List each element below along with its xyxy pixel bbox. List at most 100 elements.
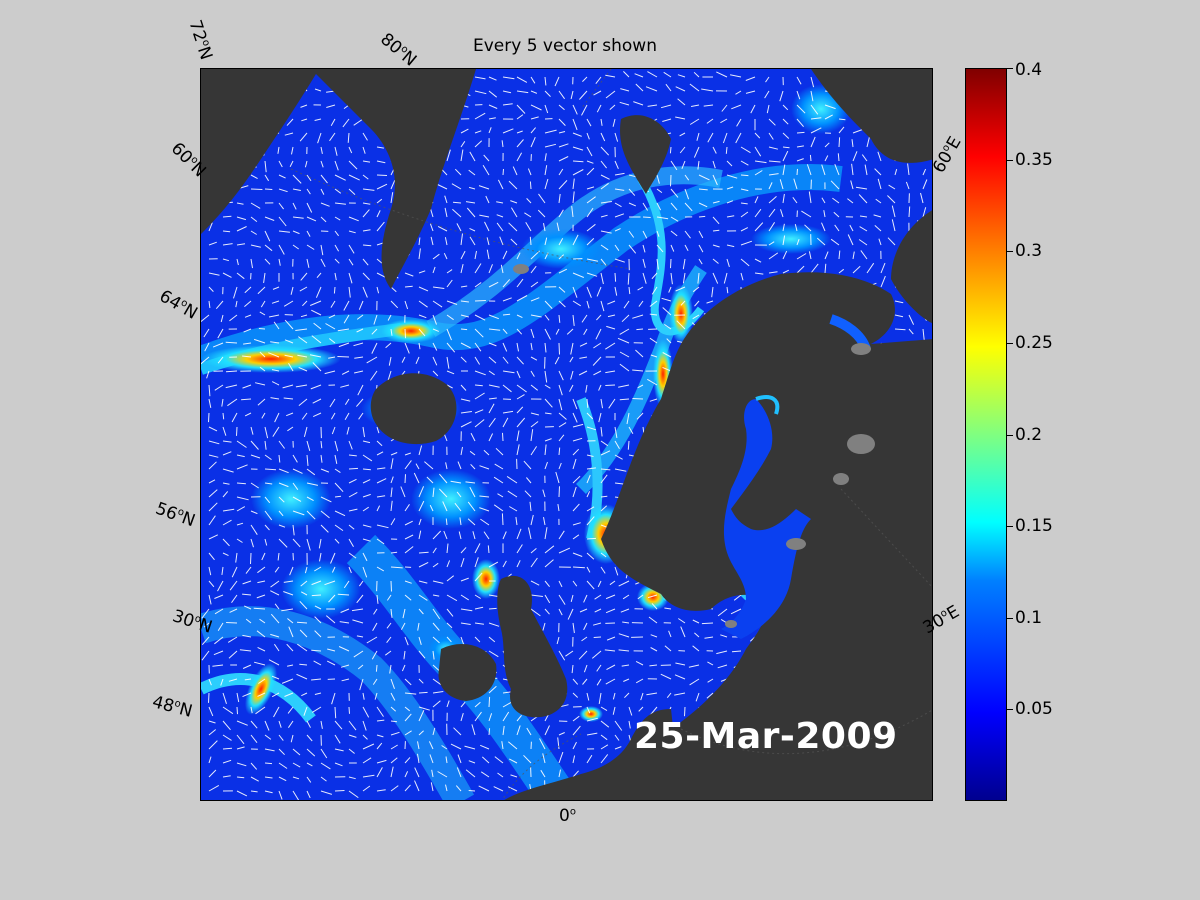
current-vector xyxy=(692,645,700,652)
current-vector xyxy=(502,410,514,414)
current-vector xyxy=(530,384,539,391)
current-vector xyxy=(278,538,288,548)
current-vector xyxy=(474,300,486,302)
current-vector xyxy=(866,262,875,274)
current-vector xyxy=(544,300,553,309)
current-vector xyxy=(263,272,266,283)
current-vector xyxy=(376,426,380,434)
current-vector xyxy=(348,790,359,799)
current-vector xyxy=(264,720,270,731)
current-vector xyxy=(253,607,266,610)
lat-label-48n: 48oN xyxy=(150,692,195,722)
current-vector xyxy=(544,444,547,456)
current-vector xyxy=(292,496,302,502)
current-vector xyxy=(516,370,521,379)
current-vector xyxy=(301,692,308,697)
current-vector xyxy=(496,201,504,204)
current-vector xyxy=(208,384,211,397)
current-vector xyxy=(633,101,644,106)
current-vector xyxy=(258,328,266,330)
current-vector xyxy=(558,118,566,126)
current-vector xyxy=(720,634,728,638)
current-vector xyxy=(891,219,896,232)
current-vector xyxy=(358,300,364,310)
current-vector xyxy=(243,342,252,345)
current-vector xyxy=(600,474,608,484)
current-vector xyxy=(320,748,328,759)
current-vector xyxy=(768,182,773,190)
current-vector xyxy=(264,468,277,471)
current-vector xyxy=(646,692,658,696)
current-vector xyxy=(515,516,518,526)
current-vector xyxy=(418,486,425,498)
current-vector xyxy=(488,696,491,708)
current-vector xyxy=(649,398,658,402)
current-vector xyxy=(284,692,294,697)
current-vector xyxy=(222,734,232,741)
current-vector xyxy=(301,118,308,122)
current-vector xyxy=(344,412,350,421)
current-vector xyxy=(782,132,790,139)
current-vector xyxy=(445,518,448,526)
current-vector xyxy=(694,632,700,638)
current-vector xyxy=(907,163,910,176)
current-vector xyxy=(467,501,476,512)
current-vector xyxy=(278,524,286,528)
current-vector xyxy=(264,174,270,182)
current-vector xyxy=(306,734,313,742)
current-vector xyxy=(474,263,482,274)
current-vector xyxy=(474,557,479,568)
current-vector xyxy=(460,233,463,246)
current-vector xyxy=(572,191,575,204)
current-vector xyxy=(645,86,658,92)
current-vector xyxy=(236,216,247,221)
current-vector xyxy=(510,207,518,218)
current-vector xyxy=(635,349,644,358)
current-vector xyxy=(694,300,700,307)
current-vector xyxy=(474,90,487,95)
current-vector xyxy=(320,720,323,729)
current-vector xyxy=(236,202,244,205)
current-vector xyxy=(735,132,742,144)
current-vector xyxy=(320,790,333,795)
current-vector xyxy=(792,197,798,204)
current-vector xyxy=(415,463,420,470)
current-vector xyxy=(479,214,490,218)
current-vector xyxy=(217,356,224,364)
current-vector xyxy=(277,552,280,561)
current-vector xyxy=(614,566,619,576)
current-vector xyxy=(429,754,434,764)
current-vector xyxy=(404,285,413,288)
current-vector xyxy=(338,342,350,348)
current-vector xyxy=(376,160,386,164)
current-vector xyxy=(488,342,497,347)
current-vector xyxy=(369,370,378,381)
current-vector xyxy=(208,594,212,605)
current-vector xyxy=(334,510,346,517)
current-vector xyxy=(516,560,521,568)
current-vector xyxy=(782,250,788,260)
current-vector xyxy=(922,179,928,190)
current-vector xyxy=(649,337,658,344)
current-vector xyxy=(356,328,364,333)
current-vector xyxy=(636,328,644,331)
current-vector xyxy=(284,319,294,330)
current-vector xyxy=(488,685,497,694)
current-vector xyxy=(418,594,428,601)
current-vector xyxy=(348,524,355,530)
current-vector xyxy=(596,678,602,686)
current-vector xyxy=(488,433,494,442)
current-vector xyxy=(270,613,280,624)
current-vector xyxy=(376,286,380,294)
current-vector xyxy=(516,544,523,554)
current-vector xyxy=(596,314,602,321)
current-vector xyxy=(674,692,686,696)
current-vector xyxy=(456,223,462,232)
current-vector xyxy=(314,630,322,638)
current-vector xyxy=(404,504,410,512)
current-vector xyxy=(201,636,210,646)
current-vector xyxy=(460,314,470,318)
current-vector xyxy=(516,139,524,148)
current-vector xyxy=(614,286,618,296)
current-vector xyxy=(465,201,476,204)
